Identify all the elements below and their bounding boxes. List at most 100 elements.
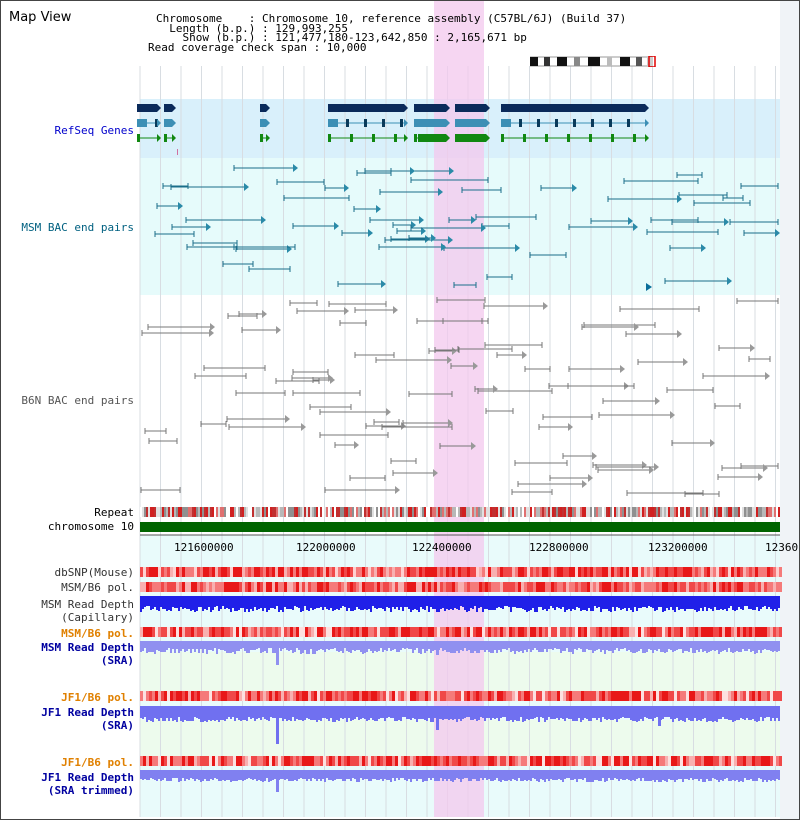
pol-cell: [341, 582, 344, 592]
b6n-bac-label[interactable]: B6N BAC end pairs: [21, 394, 134, 407]
msm-depth-sra-label[interactable]: MSM Read Depth (SRA): [41, 641, 134, 667]
pol-cell: [638, 691, 641, 701]
depth-bar: [338, 706, 340, 721]
depth-bar: [378, 641, 380, 651]
pol-cell: [239, 627, 242, 637]
msm-bac-arrow: [206, 223, 211, 231]
depth-bar: [176, 770, 178, 778]
repeat-cell: [696, 507, 698, 517]
depth-bar: [266, 641, 268, 653]
depth-bar: [146, 770, 148, 780]
depth-bar: [754, 596, 756, 610]
pol-cell: [530, 627, 533, 637]
depth-bar: [662, 706, 664, 719]
exon-mark: [372, 134, 375, 142]
strand-arrow: [446, 104, 450, 112]
depth-bar: [668, 706, 670, 717]
depth-bar: [414, 596, 416, 609]
pol-cell: [641, 627, 644, 637]
pol-cell: [680, 567, 683, 577]
pol-cell: [563, 627, 566, 637]
jf1-depth-sra-label[interactable]: JF1 Read Depth (SRA): [41, 706, 134, 732]
pol-cell: [383, 691, 386, 701]
depth-bar: [552, 770, 554, 780]
ruler-tick: 122000000: [296, 541, 356, 554]
repeat-cell: [300, 507, 302, 517]
pol-cell: [284, 582, 287, 592]
depth-bar: [702, 596, 704, 611]
depth-bar: [774, 770, 776, 781]
pol-cell: [434, 756, 437, 766]
depth-bar: [258, 770, 260, 780]
depth-bar: [354, 641, 356, 651]
pol-cell: [449, 567, 452, 577]
pol-cell: [179, 756, 182, 766]
depth-bar: [340, 641, 342, 651]
repeat-cell: [276, 507, 278, 517]
pol-cell: [359, 567, 362, 577]
depth-bar: [602, 596, 604, 609]
depth-bar: [460, 770, 462, 782]
depth-bar: [706, 596, 708, 611]
dbsnp-label[interactable]: dbSNP(Mouse): [54, 566, 134, 579]
jf1-pol-trim-label[interactable]: JF1/B6 pol.: [61, 756, 134, 769]
chromosome-ideogram[interactable]: [529, 52, 656, 68]
pol-cell: [425, 691, 428, 701]
pol-cell: [344, 691, 347, 701]
depth-bar: [294, 770, 296, 780]
repeat-cell: [472, 507, 474, 517]
strand-arrow: [266, 134, 270, 142]
pol-cell: [680, 627, 683, 637]
pol-cell: [596, 691, 599, 701]
pol-cell: [635, 567, 638, 577]
pol-cell: [731, 582, 734, 592]
depth-bar: [666, 641, 668, 652]
depth-bar: [268, 641, 270, 648]
depth-bar: [358, 770, 360, 782]
repeat-cell: [762, 507, 764, 517]
depth-bar: [288, 770, 290, 781]
gene-feature: [455, 104, 486, 112]
pol-cell: [677, 627, 680, 637]
jf1-depth-trim-label[interactable]: JF1 Read Depth (SRA trimmed): [41, 771, 134, 797]
depth-bar: [710, 641, 712, 651]
repeat-cell: [716, 507, 718, 517]
depth-bar: [280, 706, 282, 718]
repeat-cell: [682, 507, 684, 517]
depth-bar: [290, 770, 292, 781]
depth-bar: [484, 596, 486, 609]
depth-bar: [520, 641, 522, 651]
msm-depth-cap-label[interactable]: MSM Read Depth (Capillary): [41, 598, 134, 624]
pol-cell: [167, 567, 170, 577]
pol-cell: [314, 627, 317, 637]
pol-cell: [185, 567, 188, 577]
depth-bar: [560, 596, 562, 609]
pol-cell: [359, 582, 362, 592]
depth-bar: [450, 641, 452, 653]
pol-cell: [263, 691, 266, 701]
pol-cell: [371, 582, 374, 592]
msm-pol-label[interactable]: MSM/B6 pol.: [61, 581, 134, 594]
msm-bac-arrow: [368, 229, 373, 237]
depth-bar: [674, 641, 676, 651]
pol-cell: [323, 582, 326, 592]
jf1-pol-sra-label[interactable]: JF1/B6 pol.: [61, 691, 134, 704]
pol-cell: [761, 567, 764, 577]
pol-cell: [647, 756, 650, 766]
msm-pol-sra-label[interactable]: MSM/B6 pol.: [61, 627, 134, 640]
repeat-label[interactable]: Repeat: [94, 506, 134, 519]
depth-bar: [448, 770, 450, 779]
pol-cell: [464, 567, 467, 577]
repeat-cell: [358, 507, 360, 517]
depth-bar: [444, 596, 446, 611]
pol-cell: [710, 627, 713, 637]
pol-cell: [611, 582, 614, 592]
depth-bar: [356, 641, 358, 650]
depth-bar: [416, 596, 418, 610]
pol-cell: [338, 691, 341, 701]
pol-cell: [239, 567, 242, 577]
pol-cell: [452, 627, 455, 637]
pol-cell: [416, 567, 419, 577]
msm-bac-label[interactable]: MSM BAC end pairs: [21, 221, 134, 234]
refseq-label[interactable]: RefSeq Genes: [54, 124, 134, 137]
